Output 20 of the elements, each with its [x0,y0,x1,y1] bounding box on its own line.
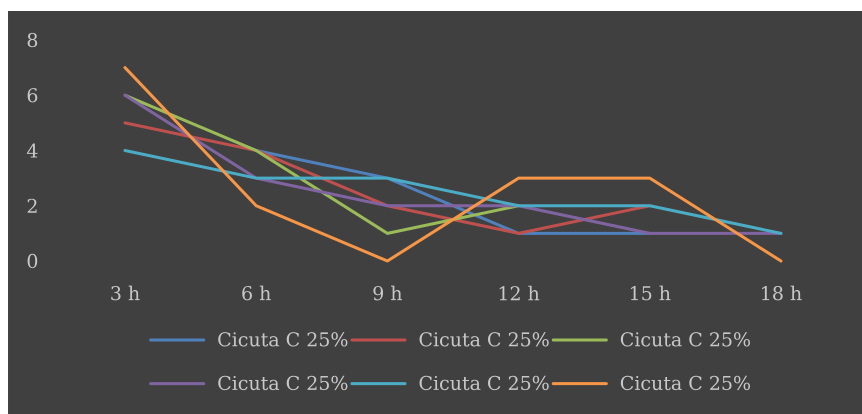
y-tick-label: 0 [28,254,38,268]
y-tick-label: 6 [28,88,38,102]
legend-label: Cicuta C 25% [218,332,348,347]
legend-label: Cicuta C 25% [218,376,348,390]
x-tick-label: 6 h [242,286,271,300]
legend-label: Cicuta C 25% [620,332,750,347]
x-tick-label: 3 h [111,286,140,300]
line-series [124,94,782,235]
y-tick-label: 2 [28,198,37,213]
legend-label: Cicuta C 25% [420,376,549,390]
x-tick-label: 18 h [762,286,802,300]
legend-label: Cicuta C 25% [420,332,549,347]
x-tick-label: 9 h [373,286,402,300]
x-tick-label: 15 h [630,286,670,300]
line-series [124,66,782,262]
legend-label: Cicuta C 25% [620,376,750,390]
y-tick-label: 8 [28,32,38,48]
y-tick-label: 4 [26,143,38,158]
x-tick-label: 12 h [500,286,540,300]
line-series [124,148,782,235]
